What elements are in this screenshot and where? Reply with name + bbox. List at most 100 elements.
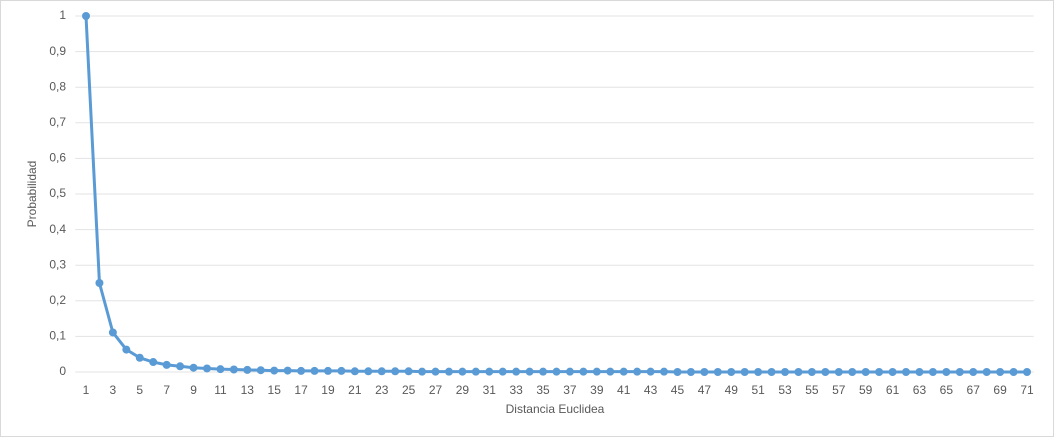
- x-axis-title: Distancia Euclidea: [506, 402, 605, 416]
- x-tick-label: 65: [940, 383, 954, 397]
- y-axis-title: Probabilidad: [25, 161, 39, 228]
- x-tick-label: 55: [805, 383, 819, 397]
- data-point: [323, 366, 332, 375]
- data-point: [337, 366, 346, 375]
- data-point: [713, 368, 722, 376]
- data-point: [982, 368, 991, 376]
- data-point: [633, 367, 642, 376]
- data-point: [202, 364, 211, 373]
- data-point: [444, 367, 453, 376]
- data-point: [82, 12, 90, 20]
- x-tick-label: 23: [375, 383, 389, 397]
- y-tick-label: 0,6: [49, 151, 66, 165]
- data-point: [229, 365, 238, 374]
- data-point: [243, 365, 252, 374]
- x-tick-label: 49: [725, 383, 739, 397]
- data-point: [646, 367, 655, 376]
- data-point: [821, 368, 830, 376]
- y-tick-label: 0,7: [49, 115, 66, 129]
- x-tick-label: 13: [241, 383, 255, 397]
- x-tick-label: 61: [886, 383, 900, 397]
- data-point: [364, 367, 373, 376]
- x-tick-label: 25: [402, 383, 416, 397]
- x-tick-label: 57: [832, 383, 846, 397]
- x-tick-label: 39: [590, 383, 604, 397]
- y-tick-label: 0,4: [49, 222, 66, 236]
- data-point: [498, 367, 507, 376]
- data-point: [996, 368, 1005, 376]
- data-point: [915, 368, 924, 376]
- x-tick-label: 1: [83, 383, 90, 397]
- x-tick-label: 21: [348, 383, 362, 397]
- x-tick-label: 63: [913, 383, 927, 397]
- x-tick-label: 33: [509, 383, 523, 397]
- data-point: [727, 368, 736, 376]
- data-point: [861, 368, 870, 376]
- x-tick-label: 11: [214, 383, 227, 397]
- data-point: [539, 367, 548, 376]
- data-point: [942, 368, 951, 376]
- data-point: [256, 366, 265, 375]
- data-point: [552, 367, 561, 376]
- data-point: [619, 367, 628, 376]
- y-tick-label: 0: [59, 364, 66, 378]
- x-tick-label: 47: [698, 383, 712, 397]
- data-point: [135, 353, 144, 362]
- data-point: [902, 368, 911, 376]
- data-point: [928, 368, 937, 376]
- x-tick-label: 27: [429, 383, 443, 397]
- data-point: [565, 367, 574, 376]
- data-point: [350, 367, 359, 376]
- data-point: [579, 367, 588, 376]
- x-tick-label: 3: [110, 383, 117, 397]
- data-point: [377, 367, 386, 376]
- x-tick-label: 67: [967, 383, 981, 397]
- x-tick-label: 45: [671, 383, 685, 397]
- data-point: [754, 368, 763, 376]
- data-point: [767, 368, 776, 376]
- data-point: [270, 366, 279, 375]
- x-tick-label: 37: [563, 383, 577, 397]
- data-point: [283, 366, 292, 375]
- data-point: [807, 368, 816, 376]
- x-tick-label: 9: [190, 383, 197, 397]
- x-tick-label: 43: [644, 383, 658, 397]
- data-point: [431, 367, 440, 376]
- data-point: [216, 365, 225, 374]
- data-point: [888, 368, 897, 376]
- y-tick-label: 0,8: [49, 79, 66, 93]
- data-point: [1023, 368, 1031, 376]
- x-tick-label: 69: [993, 383, 1007, 397]
- y-tick-label: 0,5: [49, 186, 66, 200]
- x-tick-label: 7: [163, 383, 170, 397]
- x-tick-label: 51: [751, 383, 765, 397]
- data-point: [404, 367, 413, 376]
- x-tick-label: 29: [456, 383, 470, 397]
- data-point: [458, 367, 467, 376]
- data-point: [297, 366, 306, 375]
- data-point: [525, 367, 534, 376]
- data-point: [673, 368, 682, 376]
- data-point: [189, 363, 198, 372]
- x-tick-label: 41: [617, 383, 631, 397]
- data-point: [485, 367, 494, 376]
- data-point: [512, 367, 521, 376]
- data-point: [848, 368, 857, 376]
- data-point: [108, 328, 117, 337]
- x-tick-label: 59: [859, 383, 873, 397]
- x-tick-label: 35: [536, 383, 550, 397]
- x-tick-label: 31: [483, 383, 497, 397]
- y-tick-label: 1: [59, 8, 66, 22]
- data-point: [955, 368, 964, 376]
- data-point: [969, 368, 978, 376]
- x-tick-label: 71: [1020, 383, 1034, 397]
- y-tick-label: 0,9: [49, 44, 66, 58]
- x-tick-label: 5: [136, 383, 143, 397]
- data-point: [391, 367, 400, 376]
- x-tick-label: 15: [268, 383, 282, 397]
- data-point: [1009, 368, 1018, 376]
- data-point: [794, 368, 803, 376]
- data-point: [592, 367, 601, 376]
